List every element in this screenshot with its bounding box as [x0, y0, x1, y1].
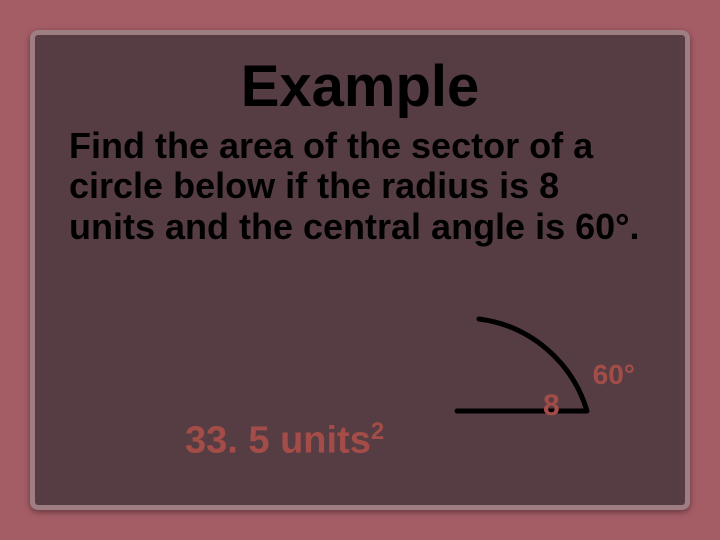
angle-label: 60°: [593, 359, 635, 391]
sector-path: [457, 319, 587, 411]
answer-value: 33. 5 units: [185, 420, 371, 462]
sector-svg: [447, 315, 607, 415]
slide-title: Example: [69, 53, 651, 120]
answer-exponent: 2: [371, 418, 384, 445]
problem-text: Find the area of the sector of a circle …: [69, 126, 651, 247]
slide-panel: Example Find the area of the sector of a…: [30, 30, 690, 510]
answer-text: 33. 5 units2: [185, 418, 384, 463]
sector-figure: 60° 8: [447, 315, 627, 425]
radius-label: 8: [543, 389, 560, 423]
